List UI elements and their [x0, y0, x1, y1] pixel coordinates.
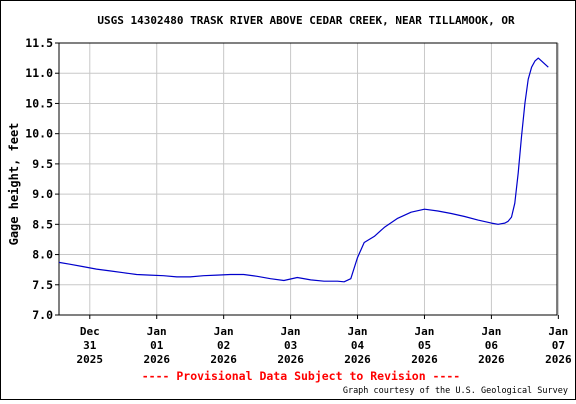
x-tick-label: Dec	[80, 325, 100, 338]
y-tick-label: 7.5	[32, 278, 53, 292]
x-tick-label: Jan	[415, 325, 435, 338]
x-tick-label: 2026	[143, 353, 170, 366]
x-tick-label: Jan	[147, 325, 167, 338]
provisional-notice: ---- Provisional Data Subject to Revisio…	[142, 369, 461, 383]
x-tick-label: 01	[150, 339, 164, 352]
x-tick-label: 2026	[210, 353, 237, 366]
y-tick-label: 10.5	[25, 96, 53, 110]
courtesy-note: Graph courtesy of the U.S. Geological Su…	[343, 386, 568, 396]
plot-area-border	[58, 42, 558, 316]
y-tick-label: 10.0	[25, 127, 53, 141]
x-tick-label: 2026	[344, 353, 371, 366]
x-tick-label: 31	[83, 339, 97, 352]
gage-height-series-line	[58, 57, 549, 283]
x-tick-label: Jan	[348, 325, 368, 338]
x-tick-label: 07	[552, 339, 565, 352]
x-tick-label: 2026	[277, 353, 304, 366]
x-tick-label: 06	[485, 339, 499, 352]
y-tick-label: 7.0	[32, 308, 53, 322]
y-tick-label: 11.0	[25, 66, 53, 80]
x-tick-label: Jan	[214, 325, 234, 338]
y-tick-label: 8.5	[32, 217, 53, 231]
x-tick-label: 04	[351, 339, 365, 352]
x-tick-label: 03	[284, 339, 297, 352]
y-tick-label: 9.0	[32, 187, 53, 201]
x-tick-label: Jan	[481, 325, 501, 338]
x-tick-label: Jan	[281, 325, 301, 338]
y-tick-label: 11.5	[25, 36, 53, 50]
x-tick-label: 02	[217, 339, 230, 352]
x-tick-label: 2026	[545, 353, 572, 366]
y-tick-labels: 7.0 7.5 8.0 8.5 9.0 9.5 10.0 10.5 11.0 11.5	[25, 36, 59, 322]
y-tick-label: 9.5	[32, 157, 53, 171]
y-tick-label: 8.0	[32, 248, 53, 262]
x-tick-label: 2026	[478, 353, 505, 366]
series-group	[58, 57, 549, 283]
x-tick-labels: Dec312025Jan012026Jan022026Jan032026Jan0…	[77, 315, 572, 366]
y-axis-label: Gage height, feet	[7, 123, 21, 246]
chart-title: USGS 14302480 TRASK RIVER ABOVE CEDAR CR…	[97, 14, 515, 27]
grid-lines	[59, 42, 559, 316]
x-tick-label: 05	[418, 339, 431, 352]
x-tick-label: Jan	[548, 325, 568, 338]
x-tick-label: 2026	[411, 353, 438, 366]
x-tick-label: 2025	[77, 353, 104, 366]
